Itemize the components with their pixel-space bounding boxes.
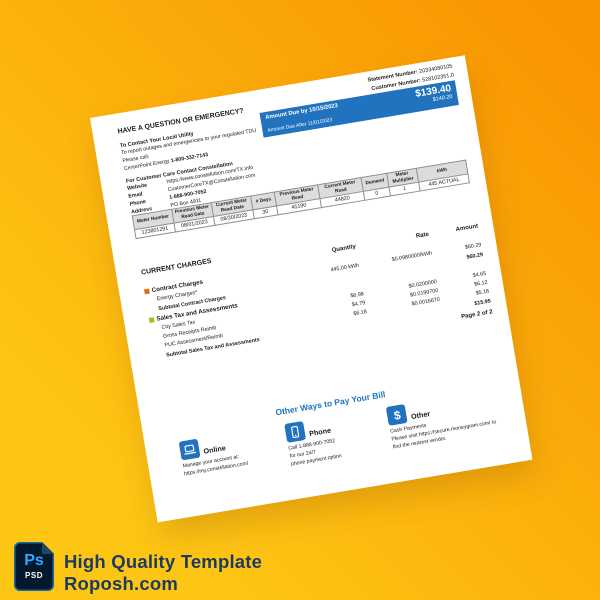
folded-corner-icon: [42, 542, 54, 554]
pay-options-row: Online Manage your account at: https://m…: [178, 387, 512, 487]
phone-icon: [284, 420, 307, 443]
other-title: Other: [410, 408, 431, 422]
promo-text: High Quality Template Roposh.com: [64, 551, 262, 595]
promo-line-1: High Quality Template: [64, 551, 263, 572]
promo-line-2: Roposh.com: [64, 572, 179, 594]
ps-logo-text: Ps: [24, 552, 44, 569]
photoshop-file-icon: Ps PSD: [14, 542, 54, 591]
sales-tax-bullet-icon: [148, 317, 155, 323]
pay-option-online: Online Manage your account at: https://m…: [178, 427, 276, 487]
psd-format-label: PSD: [25, 571, 43, 580]
laptop-icon: [178, 438, 201, 461]
dollar-icon: $: [386, 403, 409, 426]
bill-document: Statement Number: 20334080105 Customer N…: [90, 55, 533, 523]
current-charges-section: CURRENT CHARGES Quantity Rate Amount Con…: [141, 214, 493, 371]
phone-title: Phone: [308, 425, 332, 439]
contract-charges-bullet-icon: [144, 289, 150, 295]
pay-option-other: $ Other Cash Payments Please visit https…: [386, 387, 511, 452]
amount-due-values: $139.40 $140.20: [415, 83, 454, 109]
pay-option-phone: Phone Call 1-888-900-7052 for our 24/7 p…: [284, 410, 378, 469]
online-title: Online: [202, 443, 227, 456]
